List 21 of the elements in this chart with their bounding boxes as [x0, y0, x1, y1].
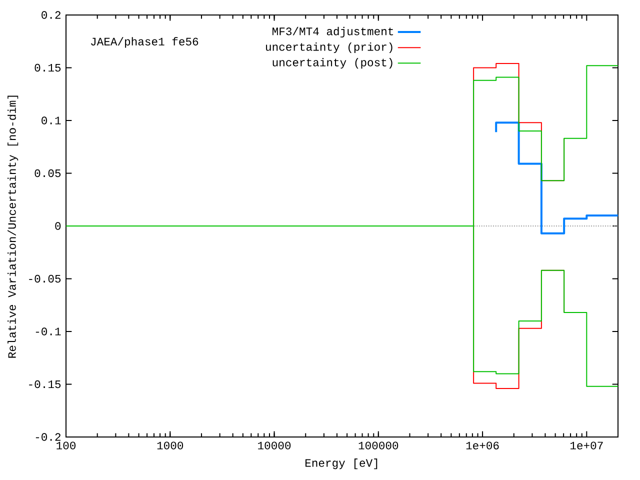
y-tick-label: 0.2	[42, 11, 60, 19]
x-tick-label: 1000	[157, 442, 184, 450]
y-axis-title: Relative Variation/Uncertainty [no-dim]	[8, 96, 18, 358]
y-tick-label: 0.1	[42, 116, 61, 124]
annotation: JAEA/phase1 fe56	[91, 37, 198, 48]
y-tick-label: -0.15	[29, 380, 61, 388]
y-tick-label: -0.05	[29, 274, 61, 283]
y-tick-label: 0	[55, 222, 61, 230]
x-axis-title: Energy [eV]	[305, 458, 378, 470]
x-tick-label: 10000	[258, 442, 291, 450]
legend-label: uncertainty (prior)	[266, 42, 392, 54]
y-tick-label: -0.2	[36, 433, 60, 441]
legend-label: MF3/MT4 adjustment	[272, 26, 394, 38]
x-tick-label: 100000	[358, 442, 398, 450]
y-tick-label: -0.1	[36, 328, 61, 336]
x-tick-label: 1e+07	[570, 442, 603, 450]
legend-label: uncertainty (post)	[272, 58, 392, 69]
x-tick-label: 100	[56, 442, 76, 450]
y-tick-label: 0.15	[34, 64, 61, 72]
y-tick-label: 0.05	[34, 169, 61, 178]
x-tick-label: 1e+06	[466, 442, 499, 450]
